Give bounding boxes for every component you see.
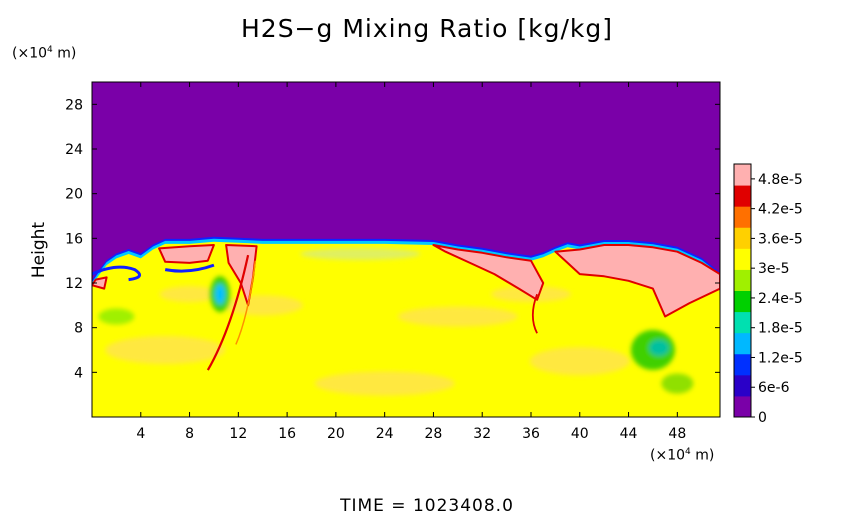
rich-plume [158, 244, 215, 264]
colorbar-segment [734, 374, 751, 397]
x-tick-label: 40 [571, 426, 589, 442]
colorbar-label: 4.2e-5 [758, 202, 803, 218]
plot-frame [91, 81, 721, 418]
bulk-shade-patch [314, 371, 455, 396]
vortex-patch [215, 284, 226, 305]
time-label: TIME = 1023408.0 [340, 496, 514, 516]
rich-plume [92, 276, 108, 290]
green-vortices [98, 247, 694, 394]
y-tick-label: 28 [65, 97, 83, 113]
x-tick-label: 36 [522, 426, 540, 442]
bulk-shade-patch [105, 336, 226, 364]
y-tick-label: 4 [74, 365, 83, 381]
bulk-shade-patch [159, 286, 220, 303]
bulk-shade-patch [529, 347, 630, 376]
y-tick-label: 8 [74, 321, 83, 337]
colorbar-segment [734, 185, 751, 207]
x-ticks: 4 8 12 16 20 24 28 32 36 40 44 48 [136, 82, 686, 442]
vortex-patch [661, 373, 694, 394]
colorbar-label: 1.2e-5 [758, 350, 803, 366]
colorbar-segment [734, 395, 751, 418]
vortex-patch [98, 308, 135, 325]
colorbar-segment [734, 332, 751, 355]
y-tick-label: 12 [65, 276, 83, 292]
colorbar-segment [734, 248, 751, 270]
rich-plume [432, 244, 545, 301]
y-axis-unit: (×104 m) [12, 45, 77, 62]
colorbar-label: 6e-6 [758, 380, 790, 396]
blue-swirl [92, 265, 142, 282]
colorbar-label: 4.8e-5 [758, 172, 803, 188]
colorbar-segment [734, 353, 751, 376]
colorbar-segment [734, 206, 751, 228]
colorbar: 4.8e-5 4.2e-5 3.6e-5 3e-5 2.4e-5 1.8e-5 1.2e-5… [733, 163, 803, 426]
bulk-shade-patch [397, 306, 518, 327]
x-tick-label: 44 [620, 426, 638, 442]
y-ticks: 4 8 12 16 20 24 28 [65, 97, 720, 381]
red-filament [206, 254, 250, 371]
x-tick-label: 28 [425, 426, 443, 442]
y-tick-label: 20 [65, 187, 83, 203]
orange-filament [235, 260, 257, 345]
x-tick-label: 8 [185, 426, 194, 442]
x-axis-unit: (×104 m) [650, 447, 715, 464]
plot-area [92, 82, 720, 417]
colorbar-label: 1.8e-5 [758, 321, 803, 337]
colorbar-segment [734, 227, 751, 249]
colorbar-label: 3e-5 [758, 261, 789, 277]
x-tick-label: 20 [327, 426, 345, 442]
x-tick-label: 12 [229, 426, 247, 442]
bulk-shade-patch [222, 295, 303, 316]
colorbar-label: 2.4e-5 [758, 291, 803, 307]
x-tick-label: 4 [136, 426, 145, 442]
chart-title: H2S−g Mixing Ratio [kg/kg] [240, 14, 613, 43]
x-tick-label: 24 [376, 426, 394, 442]
blue-swirl [164, 263, 215, 273]
y-tick-label: 16 [65, 231, 83, 247]
x-tick-label: 48 [668, 426, 686, 442]
colorbar-frame [733, 163, 752, 418]
colorbar-segment [734, 311, 751, 334]
vortex-patch [649, 339, 670, 356]
colorbar-label: 0 [758, 410, 767, 426]
red-filament [531, 293, 538, 334]
colorbar-segment [734, 164, 751, 186]
colorbar-segment [734, 290, 751, 313]
rich-plume [554, 244, 720, 318]
y-tick-label: 24 [65, 142, 83, 158]
x-tick-label: 16 [278, 426, 296, 442]
colorbar-segment [734, 269, 751, 291]
vortex-patch [300, 247, 421, 260]
colorbar-label: 3.6e-5 [758, 231, 803, 247]
x-tick-label: 32 [473, 426, 491, 442]
